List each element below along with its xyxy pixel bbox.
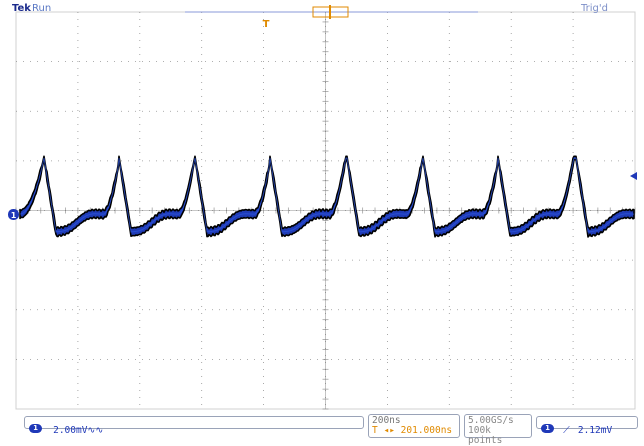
waveform-trace-core (19, 157, 634, 233)
brand-logo: Tek (12, 3, 31, 14)
sample-rate-value: 5.00GS/s (468, 415, 514, 426)
bandwidth-limit-icon: ∿∿ (87, 425, 104, 436)
waveform-trace (19, 155, 635, 238)
trigger-source-badge: 1 (541, 424, 554, 433)
trigger-level-value: 2.12mV (577, 425, 613, 436)
channel-1-scale-value: 2.00mV (53, 425, 88, 436)
channel-1-scale-box[interactable]: 1 2.00mV∿∿ (24, 416, 364, 436)
trigger-level-marker[interactable] (630, 172, 637, 180)
record-length-value: 100k points (468, 425, 503, 446)
timebase-box[interactable]: 200ns T ◂▸ 201.000ns (368, 414, 460, 438)
trigger-slope-icon: ⟋ (563, 425, 570, 436)
trigger-position-marker[interactable]: T (263, 19, 270, 30)
channel-1-badge: 1 (29, 424, 42, 433)
run-state-label: Run (32, 3, 52, 14)
trigger-box[interactable]: 1 ⟋ 2.12mV (536, 416, 638, 436)
trigger-marker-label: T (263, 19, 270, 30)
channel-1-marker-label: 1 (11, 211, 17, 220)
timebase-delay-value: 201.000ns (400, 425, 453, 436)
timebase-scale-value: 200ns (372, 415, 401, 426)
delay-marker-icon: T (372, 425, 378, 436)
record-view-bar (185, 5, 478, 19)
delay-arrow-icon: ◂▸ (383, 425, 395, 436)
channel-1-ground-marker[interactable]: 1 (8, 209, 19, 220)
trigger-status-label: Trig'd (581, 3, 608, 14)
acquisition-box[interactable]: 5.00GS/s 100k points (464, 414, 532, 446)
